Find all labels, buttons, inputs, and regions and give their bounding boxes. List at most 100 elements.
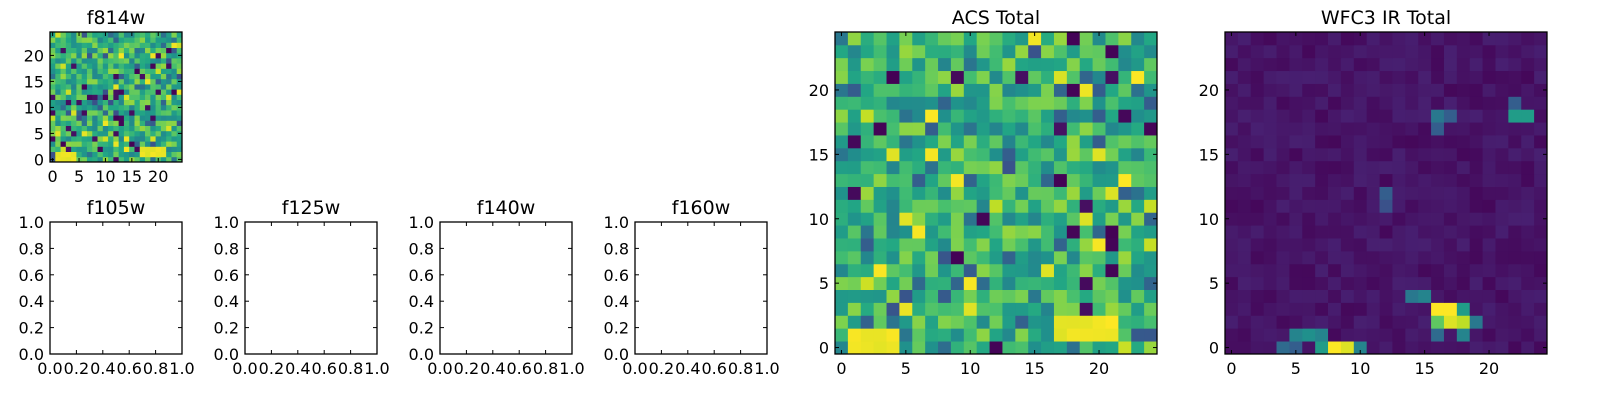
heatmap-cell	[886, 70, 900, 84]
heatmap-cell	[976, 32, 990, 46]
heatmap-cell	[55, 120, 61, 126]
x-tick-label: 0.0	[37, 359, 62, 378]
heatmap-cell	[155, 141, 162, 147]
heatmap-cell	[1028, 70, 1042, 84]
heatmap-cell	[113, 99, 120, 106]
heatmap-cell	[1405, 199, 1419, 213]
heatmap-cell	[102, 84, 109, 90]
heatmap-cell	[1066, 57, 1081, 72]
heatmap-cell	[97, 68, 104, 74]
heatmap-cell	[139, 125, 146, 132]
heatmap-cell	[97, 63, 104, 69]
heatmap-cell	[925, 44, 939, 59]
heatmap-cell	[1482, 212, 1496, 226]
heatmap-cell	[1469, 199, 1483, 213]
heatmap-cell	[976, 328, 990, 342]
heatmap-cell	[1495, 225, 1509, 239]
heatmap-cell	[860, 315, 875, 329]
heatmap-cell	[150, 104, 156, 111]
heatmap-cell	[886, 186, 900, 200]
heatmap-cell	[86, 136, 93, 142]
heatmap-cell	[835, 96, 849, 110]
heatmap-cell	[129, 146, 135, 152]
heatmap-cell	[1340, 263, 1355, 278]
heatmap-cell	[1144, 328, 1158, 342]
heatmap-cell	[899, 186, 913, 200]
heatmap-cell	[1495, 186, 1509, 200]
heatmap-cell	[1534, 276, 1548, 290]
heatmap-cell	[950, 96, 965, 110]
heatmap-cell	[102, 125, 109, 132]
heatmap-cell	[1418, 263, 1432, 278]
heatmap-cell	[123, 99, 130, 106]
heatmap-cell	[134, 141, 141, 147]
heatmap-cell	[1028, 44, 1042, 59]
y-tick-label: 0	[819, 339, 829, 358]
heatmap-cell	[1028, 328, 1042, 342]
heatmap-cell	[160, 42, 167, 48]
heatmap-cell	[166, 104, 172, 111]
heatmap-cell	[1366, 160, 1380, 175]
heatmap-cell	[1482, 186, 1496, 200]
heatmap-cell	[847, 238, 862, 252]
heatmap-cell	[860, 199, 875, 213]
heatmap-cell	[1144, 341, 1158, 355]
heatmap-cell	[1263, 173, 1277, 187]
heatmap-cell	[166, 32, 172, 38]
heatmap-cell	[86, 146, 93, 152]
heatmap-cell	[145, 42, 151, 48]
heatmap-cell	[899, 32, 913, 46]
y-tick-label: 10	[809, 210, 829, 229]
heatmap-cell	[1002, 315, 1016, 329]
heatmap-cell	[71, 99, 77, 106]
heatmap-cell	[1340, 44, 1355, 59]
x-tick-label: 20	[148, 167, 168, 186]
heatmap-cell	[139, 151, 146, 158]
heatmap-cell	[139, 47, 146, 54]
heatmap-cell	[1276, 173, 1290, 187]
heatmap-cell	[847, 276, 862, 290]
x-tick-label: 0.2	[454, 359, 479, 378]
heatmap-cell	[912, 122, 926, 136]
heatmap-cell	[1015, 212, 1029, 226]
heatmap-cell	[71, 68, 77, 74]
heatmap-cell	[108, 68, 114, 74]
heatmap-cell	[134, 94, 141, 100]
axes-frame	[439, 221, 573, 355]
heatmap-cell	[76, 99, 83, 106]
heatmap-cell	[113, 47, 120, 54]
heatmap-cell	[1237, 328, 1252, 342]
heatmap-cell	[155, 104, 162, 111]
heatmap-cell	[1328, 315, 1342, 329]
y-tick-label: 0	[34, 150, 44, 169]
heatmap-cell	[155, 151, 162, 158]
heatmap-cell	[1015, 289, 1029, 303]
heatmap-cell	[1431, 250, 1445, 265]
panel-title: ACS Total	[952, 7, 1040, 29]
heatmap-cell	[976, 315, 990, 329]
heatmap-cell	[55, 47, 61, 54]
heatmap-cell	[1289, 57, 1303, 72]
heatmap-cell	[145, 156, 151, 163]
heatmap-cell	[1079, 225, 1093, 239]
heatmap-cell	[1131, 83, 1145, 97]
heatmap-cell	[1144, 109, 1158, 123]
heatmap-cell	[1469, 135, 1483, 149]
heatmap-cell	[1053, 96, 1068, 110]
heatmap-cell	[1263, 315, 1277, 329]
heatmap-cell	[1053, 83, 1068, 97]
heatmap-cell	[1521, 160, 1535, 175]
heatmap-cell	[938, 302, 952, 316]
heatmap-cell	[1289, 276, 1303, 290]
heatmap-cell	[1353, 135, 1368, 149]
heatmap-cell	[860, 122, 875, 136]
heatmap-cell	[1015, 238, 1029, 252]
heatmap-cell	[86, 130, 93, 137]
heatmap-cell	[1482, 32, 1496, 46]
heatmap-cell	[171, 110, 178, 116]
heatmap-cell	[1353, 57, 1368, 72]
heatmap-cell	[1379, 199, 1393, 213]
heatmap-cell	[1092, 147, 1106, 162]
heatmap-cell	[86, 73, 93, 80]
